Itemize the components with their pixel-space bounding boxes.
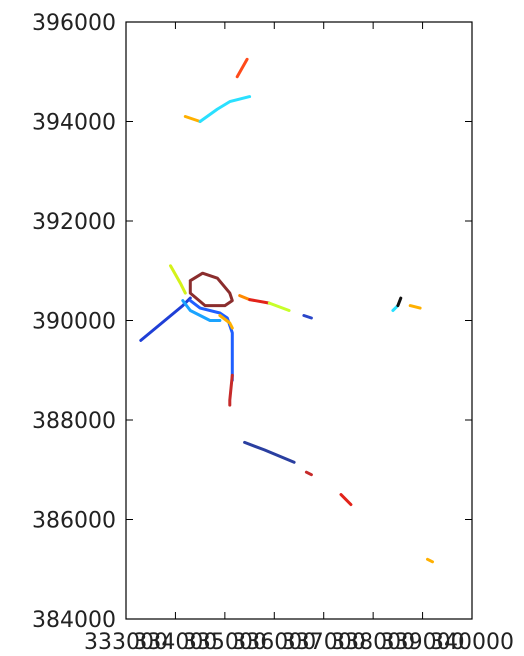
series-line-1 xyxy=(188,299,234,382)
x-tick-label: 339000 xyxy=(381,630,465,655)
x-tick-label: 333000 xyxy=(84,630,168,655)
series-line-18 xyxy=(396,296,403,308)
x-tick-label: 338000 xyxy=(331,630,415,655)
x-tick-label: 336000 xyxy=(232,630,316,655)
x-tick-label: 340000 xyxy=(430,630,514,655)
y-tick-label: 394000 xyxy=(32,111,116,136)
series-line-6 xyxy=(228,373,234,407)
plot-background xyxy=(126,22,472,619)
y-tick-label: 390000 xyxy=(32,310,116,335)
series-layer xyxy=(139,57,434,564)
series-line-16 xyxy=(339,493,353,507)
y-tick-label: 392000 xyxy=(32,210,116,235)
x-tick-label: 334000 xyxy=(133,630,217,655)
y-ticks: 384000 386000 388000 390000 392000 394000 3960… xyxy=(32,11,472,633)
series-line-9 xyxy=(267,301,291,312)
series-line-10 xyxy=(302,314,313,320)
series-line-19 xyxy=(408,304,422,310)
series-line-5 xyxy=(188,271,234,308)
series-line-12 xyxy=(198,95,252,123)
series-line-20 xyxy=(426,557,434,564)
series-line-14 xyxy=(243,440,296,464)
series-line-15 xyxy=(304,470,313,477)
series-line-4 xyxy=(218,314,234,330)
y-tick-label: 384000 xyxy=(32,608,116,633)
series-line-7 xyxy=(238,294,252,302)
y-tick-label: 396000 xyxy=(32,11,116,36)
series-line-0 xyxy=(139,296,192,342)
y-tick-label: 386000 xyxy=(32,509,116,534)
x-tick-label: 335000 xyxy=(183,630,267,655)
series-line-2 xyxy=(181,299,222,322)
series-line-3 xyxy=(169,264,187,295)
series-line-8 xyxy=(248,298,271,305)
series-line-11 xyxy=(183,115,202,123)
series-line-13 xyxy=(235,57,249,79)
x-ticks: 3330003340003350003360003370003380003390… xyxy=(84,22,514,655)
x-tick-label: 337000 xyxy=(282,630,366,655)
y-tick-label: 388000 xyxy=(32,409,116,434)
